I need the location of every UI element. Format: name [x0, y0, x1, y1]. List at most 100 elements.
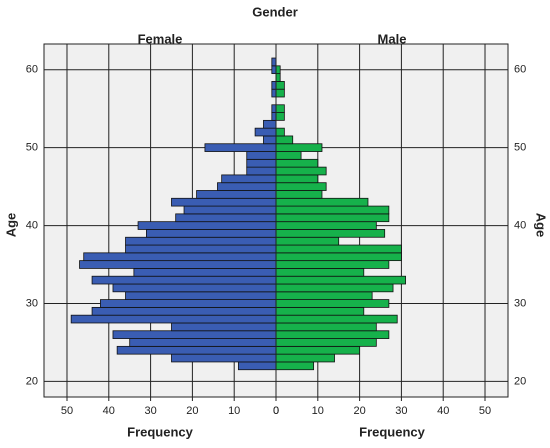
bar: [275, 166, 327, 176]
x-tick-label: 50: [61, 405, 73, 417]
bar: [246, 166, 277, 176]
bar: [146, 229, 277, 238]
bar: [275, 221, 377, 230]
y-axis-label: Age: [534, 213, 549, 238]
x-tick-label: 20: [353, 405, 365, 417]
bar: [271, 112, 277, 121]
x-tick-label: 30: [395, 405, 407, 417]
bar: [271, 57, 277, 67]
bar: [275, 127, 285, 137]
bar: [275, 174, 319, 184]
y-tick-label: 20: [26, 375, 38, 387]
x-tick-label: 40: [103, 405, 115, 417]
bar: [275, 104, 285, 113]
bar: [246, 151, 277, 160]
bar: [275, 229, 386, 238]
bar: [217, 182, 277, 191]
bar: [237, 361, 277, 371]
bar: [275, 306, 365, 316]
bar: [79, 260, 277, 269]
bar: [271, 88, 277, 98]
bar: [275, 291, 373, 300]
bar: [263, 135, 277, 145]
bar: [275, 275, 406, 285]
bar: [275, 236, 340, 246]
bar: [275, 88, 285, 98]
bar: [175, 213, 277, 223]
x-tick-label: 10: [228, 405, 240, 417]
bar: [263, 119, 277, 129]
bar: [125, 236, 277, 246]
bar: [275, 299, 390, 308]
bar: [171, 353, 277, 363]
bar: [137, 221, 277, 230]
bar: [125, 291, 277, 300]
y-axis-label: Age: [3, 213, 18, 238]
bar: [271, 104, 277, 113]
bar: [275, 361, 315, 371]
bar: [91, 306, 277, 316]
bar: [275, 322, 377, 332]
bar: [275, 345, 361, 355]
bar: [271, 81, 277, 90]
bar: [129, 338, 277, 347]
bar: [112, 330, 277, 339]
bar: [171, 322, 277, 332]
bar: [275, 213, 390, 223]
bar: [183, 205, 277, 215]
y-tick-label: 30: [514, 297, 526, 309]
bar: [275, 81, 285, 90]
y-tick-label: 60: [514, 64, 526, 76]
bar: [116, 345, 277, 355]
y-tick-label: 20: [514, 375, 526, 387]
bar: [246, 158, 277, 168]
bar: [275, 73, 281, 82]
bar: [275, 205, 390, 215]
bar: [275, 330, 390, 339]
bar: [204, 143, 277, 152]
bar: [275, 338, 377, 347]
y-tick-label: 30: [26, 297, 38, 309]
bar: [100, 299, 277, 308]
bar: [271, 65, 277, 75]
y-tick-label: 50: [26, 142, 38, 154]
x-axis-label: Frequency: [359, 424, 426, 439]
bar: [275, 190, 323, 199]
bar: [221, 174, 277, 184]
x-tick-label: 40: [437, 405, 449, 417]
bar: [275, 135, 294, 145]
panel-title: Female: [138, 31, 183, 46]
x-tick-label: 50: [479, 405, 491, 417]
bar: [112, 283, 277, 293]
bar: [275, 314, 398, 324]
bar: [196, 190, 277, 199]
x-tick-label: 30: [144, 405, 156, 417]
bar: [275, 65, 281, 75]
bar: [275, 158, 319, 168]
bar: [125, 244, 277, 254]
y-tick-label: 40: [514, 219, 526, 231]
bar: [275, 112, 285, 121]
y-tick-label: 50: [514, 142, 526, 154]
panel-title: Male: [378, 31, 407, 46]
x-tick-label: 0: [273, 405, 279, 417]
y-tick-label: 40: [26, 219, 38, 231]
bar: [275, 197, 369, 207]
bar: [275, 252, 402, 262]
bar: [275, 353, 335, 363]
bar: [171, 197, 277, 207]
bar: [254, 127, 277, 137]
bar: [275, 260, 390, 269]
bar: [83, 252, 277, 262]
bar: [91, 275, 277, 285]
y-tick-label: 60: [26, 64, 38, 76]
bar: [275, 244, 402, 254]
bar: [275, 268, 365, 277]
bar: [275, 283, 394, 293]
bar: [133, 268, 277, 277]
bar: [275, 182, 327, 191]
x-tick-label: 10: [312, 405, 324, 417]
x-tick-label: 0: [273, 405, 279, 417]
chart-title: Gender: [252, 4, 298, 19]
